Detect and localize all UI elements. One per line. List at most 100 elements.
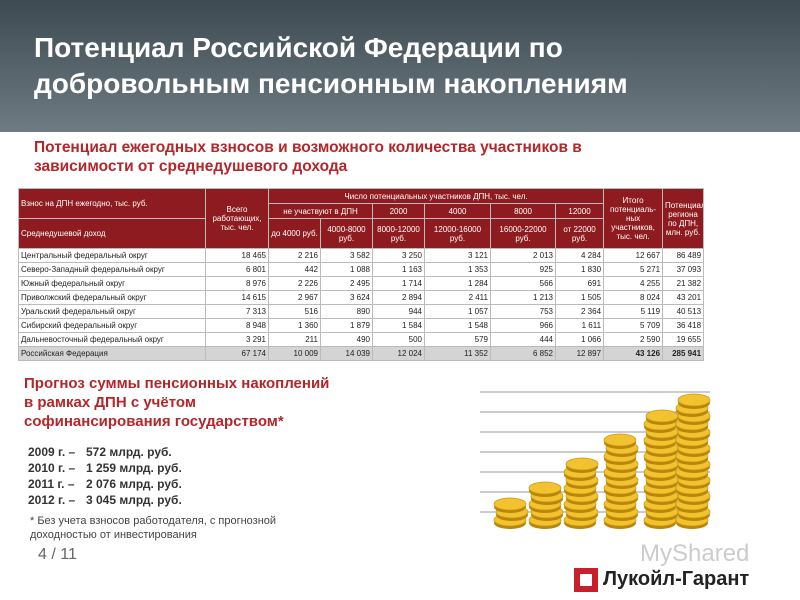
forecast-item: 2010 г. – 1 259 млрд. руб. <box>28 460 196 476</box>
table-row: Северо-Западный федеральный округ 6 801 44… <box>18 262 705 277</box>
cell: 2 364 <box>554 304 605 319</box>
table-row: Центральный федеральный округ 18 465 2 216… <box>18 248 705 263</box>
cell: 1 505 <box>554 290 605 305</box>
cell: 6 852 <box>490 346 556 361</box>
cell: 1 879 <box>320 318 373 333</box>
cell: Северо-Западный федеральный округ <box>18 262 206 277</box>
cell: 490 <box>320 332 373 347</box>
cell: 4 255 <box>603 276 664 291</box>
cell: 444 <box>490 332 556 347</box>
header-band <box>0 0 800 132</box>
cell: Сибирский федеральный округ <box>18 318 206 333</box>
cell: 11 352 <box>424 346 491 361</box>
amount: 1 259 млрд. руб. <box>86 461 182 475</box>
year: 2012 г. – <box>28 493 76 507</box>
cell: Центральный федеральный округ <box>18 248 206 263</box>
cell: 21 382 <box>662 276 705 291</box>
cell: 2 590 <box>603 332 664 347</box>
cell: 500 <box>372 332 425 347</box>
cell: 14 615 <box>205 290 269 305</box>
coin <box>528 481 562 495</box>
cell: 10 009 <box>268 346 321 361</box>
cell: 12 667 <box>603 248 664 263</box>
cell: 7 313 <box>205 304 269 319</box>
header-cell: 8000-12000 руб. <box>372 218 425 249</box>
cell: 8 024 <box>603 290 664 305</box>
cell: 966 <box>490 318 556 333</box>
cell: 37 093 <box>662 262 705 277</box>
logo-icon <box>574 568 598 592</box>
cell: 1 548 <box>424 318 491 333</box>
cell: 18 465 <box>205 248 269 263</box>
cell: 6 801 <box>205 262 269 277</box>
cell: 40 513 <box>662 304 705 319</box>
cell: 1 057 <box>424 304 491 319</box>
cell: 12 897 <box>554 346 605 361</box>
cell: 2 495 <box>320 276 373 291</box>
cell: 36 418 <box>662 318 705 333</box>
header-cell: не участвуют в ДПН <box>268 203 373 219</box>
cell: 566 <box>490 276 556 291</box>
table-row: Южный федеральный округ 8 976 2 226 2 495 1 … <box>18 276 705 291</box>
cell: 691 <box>554 276 605 291</box>
header-cell: 4000-8000 руб. <box>320 218 373 249</box>
amount: 3 045 млрд. руб. <box>86 493 182 507</box>
cell: 753 <box>490 304 556 319</box>
footnote: * Без учета взносов работодателя, с прог… <box>30 515 277 541</box>
cell: 2 216 <box>268 248 321 263</box>
cell: 19 655 <box>662 332 705 347</box>
cell: 2 226 <box>268 276 321 291</box>
cell: 3 250 <box>372 248 425 263</box>
cell: 8 948 <box>205 318 269 333</box>
cell: 3 582 <box>320 248 373 263</box>
cell: 2 967 <box>268 290 321 305</box>
header-cell: до 4000 руб. <box>268 218 321 249</box>
cell: 1 611 <box>554 318 605 333</box>
forecast-title: Прогноз суммы пенсионных накоплений в ра… <box>24 375 330 430</box>
cell: 1 360 <box>268 318 321 333</box>
header-cell: 4000 <box>424 203 491 219</box>
cell: 67 174 <box>205 346 269 361</box>
cell: Южный федеральный округ <box>18 276 206 291</box>
forecast-item: 2012 г. – 3 045 млрд. руб. <box>28 492 196 508</box>
header-cell: Итого потенциаль-ных участников, тыс. че… <box>603 188 664 249</box>
table: Взнос на ДПН ежегодно, тыс. руб. Всего р… <box>18 188 705 361</box>
cell: 579 <box>424 332 491 347</box>
subtitle: Потенциал ежегодных взносов и возможного… <box>34 139 582 175</box>
cell: 8 976 <box>205 276 269 291</box>
table-row: Сибирский федеральный округ 8 948 1 360 1 8… <box>18 318 705 333</box>
page-number: 4 / 11 <box>38 546 77 563</box>
cell: 1 830 <box>554 262 605 277</box>
cell: 12 024 <box>372 346 425 361</box>
cell: 925 <box>490 262 556 277</box>
cell: 1 284 <box>424 276 491 291</box>
cell: 2 411 <box>424 290 491 305</box>
coins-illustration <box>480 391 711 529</box>
header-cell: Число потенциальных участников ДПН, тыс.… <box>267 188 605 204</box>
coin <box>603 433 637 447</box>
cell: 5 119 <box>603 304 664 319</box>
header-cell: 12000 <box>554 203 605 219</box>
cell: 1 066 <box>554 332 605 347</box>
cell: Уральский федеральный округ <box>18 304 206 319</box>
amount: 572 млрд. руб. <box>86 445 172 459</box>
cell: 3 624 <box>320 290 373 305</box>
cell: Дальневосточный федеральный округ <box>18 332 206 347</box>
coin <box>645 409 679 423</box>
header-cell: 16000-22000 руб. <box>490 218 556 249</box>
coin <box>565 457 599 471</box>
cell: 1 213 <box>490 290 556 305</box>
header-cell: Всего работающих, тыс. чел. <box>205 188 269 249</box>
cell: 211 <box>268 332 321 347</box>
title: Потенциал Российской Федерации по добров… <box>34 32 628 99</box>
cell: 3 291 <box>205 332 269 347</box>
table-row: Уральский федеральный округ 7 313 516 890 94… <box>18 304 705 319</box>
year: 2009 г. – <box>28 445 76 459</box>
cell: 1 353 <box>424 262 491 277</box>
cell: 442 <box>268 262 321 277</box>
cell: 1 088 <box>320 262 373 277</box>
header-cell: 2000 <box>372 203 425 219</box>
cell: 1 714 <box>372 276 425 291</box>
cell: 5 271 <box>603 262 664 277</box>
